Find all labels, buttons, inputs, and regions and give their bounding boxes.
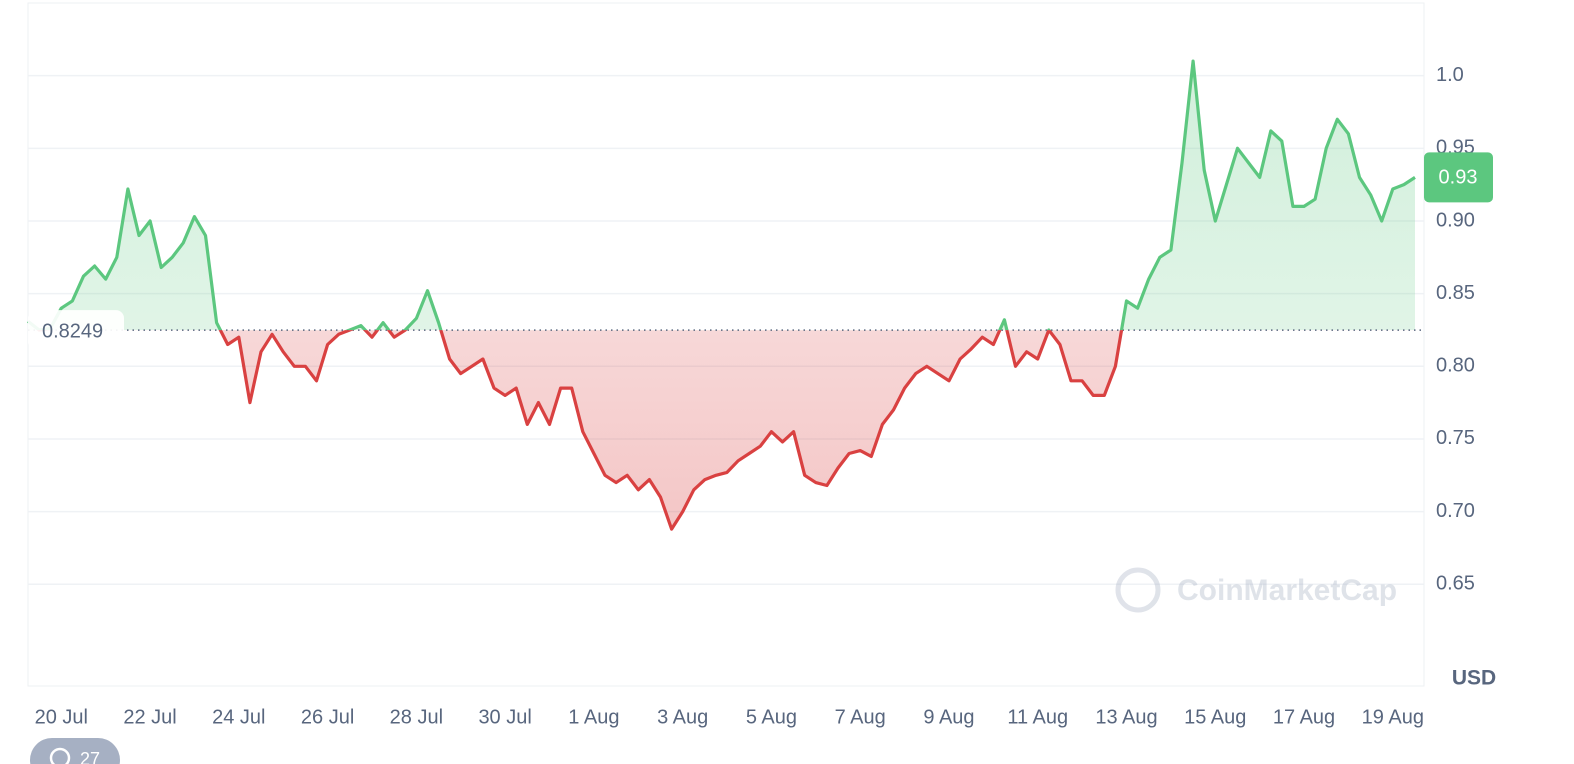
x-tick-label: 22 Jul bbox=[123, 706, 176, 728]
history-badge[interactable]: 27 bbox=[30, 738, 120, 764]
current-price-label: 0.93 bbox=[1439, 167, 1478, 189]
x-tick-label: 17 Aug bbox=[1273, 706, 1335, 728]
x-tick-label: 15 Aug bbox=[1184, 706, 1246, 728]
y-tick-label: 0.75 bbox=[1436, 427, 1475, 449]
area-up bbox=[28, 61, 1415, 331]
watermark-logo bbox=[1115, 567, 1161, 613]
current-price-badge bbox=[1424, 152, 1493, 203]
x-tick-label: 9 Aug bbox=[923, 706, 974, 728]
history-count: 27 bbox=[80, 749, 100, 764]
watermark: CoinMarketCap bbox=[1115, 567, 1397, 613]
area-down bbox=[220, 330, 1122, 530]
x-tick-label: 13 Aug bbox=[1095, 706, 1157, 728]
price-line-up bbox=[27, 59, 1416, 331]
x-tick-label: 20 Jul bbox=[35, 706, 88, 728]
plot-frame bbox=[27, 2, 1425, 687]
history-icon bbox=[49, 747, 71, 764]
x-tick-label: 7 Aug bbox=[835, 706, 886, 728]
y-tick-label: 0.70 bbox=[1436, 500, 1475, 522]
x-tick-label: 24 Jul bbox=[212, 706, 265, 728]
baseline-label-bg bbox=[28, 310, 124, 351]
y-tick-label: 0.65 bbox=[1436, 573, 1475, 595]
history-badge-bg bbox=[30, 738, 120, 764]
x-tick-label: 19 Aug bbox=[1362, 706, 1424, 728]
y-tick-label: 0.90 bbox=[1436, 209, 1475, 231]
x-tick-label: 26 Jul bbox=[301, 706, 354, 728]
baseline-label: 0.8249 bbox=[42, 320, 103, 342]
watermark-text: CoinMarketCap bbox=[1177, 574, 1397, 607]
x-tick-label: 28 Jul bbox=[390, 706, 443, 728]
x-tick-label: 1 Aug bbox=[568, 706, 619, 728]
x-tick-label: 5 Aug bbox=[746, 706, 797, 728]
currency-label: USD bbox=[1452, 667, 1496, 690]
x-tick-label: 30 Jul bbox=[478, 706, 531, 728]
x-tick-label: 3 Aug bbox=[657, 706, 708, 728]
y-tick-label: 1.0 bbox=[1436, 64, 1464, 86]
y-tick-label: 0.80 bbox=[1436, 355, 1475, 377]
x-tick-label: 11 Aug bbox=[1007, 706, 1068, 728]
price-line-down bbox=[36, 330, 1124, 531]
y-tick-label: 0.85 bbox=[1436, 282, 1475, 304]
